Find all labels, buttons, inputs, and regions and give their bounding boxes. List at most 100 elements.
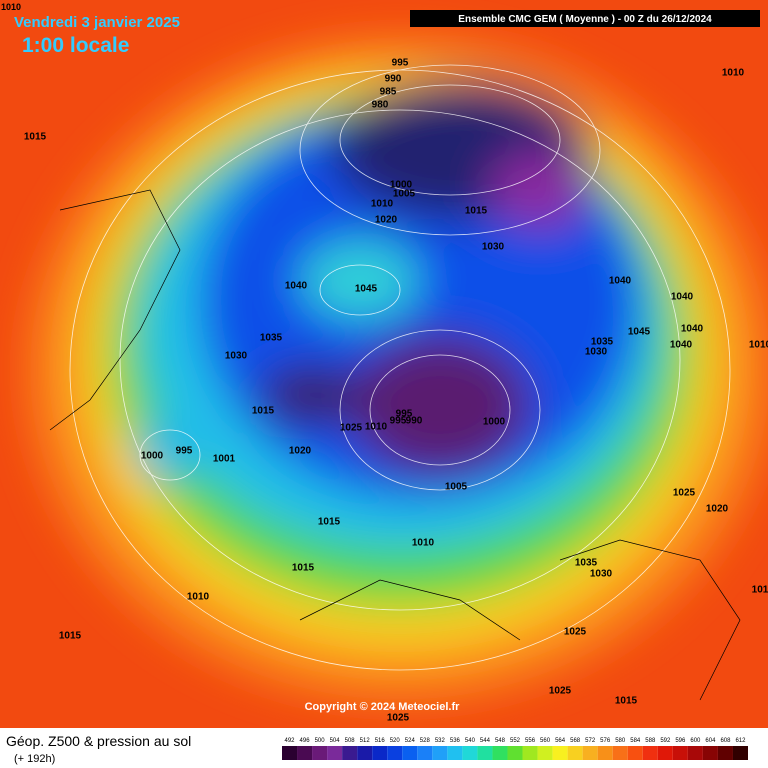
isobar-label: 1000 (141, 451, 164, 462)
isobar-label: 1000 (483, 417, 506, 428)
scale-label: 600 (690, 738, 701, 744)
scale-swatch (402, 746, 418, 760)
scale-swatch (672, 746, 688, 760)
isobar-label: 1005 (393, 189, 416, 200)
scale-swatch (687, 746, 703, 760)
scale-swatch (522, 746, 538, 760)
model-run: Ensemble CMC GEM ( Moyenne ) - 00 Z du 2… (458, 14, 712, 25)
isobar-label: 1005 (445, 482, 468, 493)
scale-label: 572 (585, 738, 596, 744)
scale-swatch (372, 746, 388, 760)
scale-swatch (312, 746, 328, 760)
isobar-label: 990 (385, 74, 402, 85)
isobar-label: 1025 (387, 713, 410, 724)
scale-swatch (627, 746, 643, 760)
scale-label: 500 (315, 738, 326, 744)
scale-label: 580 (615, 738, 626, 744)
scale-swatch (327, 746, 343, 760)
isobar-label: 1015 (24, 132, 47, 143)
isobar-label: 1020 (289, 446, 312, 457)
isobar-label: 1030 (590, 569, 613, 580)
footer-title: Géop. Z500 & pression au sol (6, 733, 191, 749)
isobar-label: 1035 (575, 558, 598, 569)
scale-label: 524 (405, 738, 416, 744)
scale-swatch (507, 746, 523, 760)
isobar-label: 1035 (260, 333, 283, 344)
scale-label: 576 (600, 738, 611, 744)
isobar-label: 1025 (340, 423, 363, 434)
scale-label: 596 (675, 738, 686, 744)
scale-label: 528 (420, 738, 431, 744)
scale-label: 532 (435, 738, 446, 744)
scale-label: 492 (285, 738, 296, 744)
isobar-label: 1040 (285, 281, 308, 292)
scale-swatch (387, 746, 403, 760)
isobar-label: 1030 (482, 242, 505, 253)
isobar-label: 1010 (187, 592, 210, 603)
scale-label: 604 (705, 738, 716, 744)
scale-label: 496 (300, 738, 311, 744)
isobar-label: 1030 (225, 351, 248, 362)
scale-swatch (477, 746, 493, 760)
scale-swatch (642, 746, 658, 760)
isobar-label: 1045 (355, 284, 378, 295)
scale-label: 560 (540, 738, 551, 744)
isobar-label: 1001 (213, 454, 236, 465)
scale-swatch (567, 746, 583, 760)
isobar-label: 980 (372, 100, 389, 111)
scale-label: 536 (450, 738, 461, 744)
isobar-label: 101 (752, 585, 768, 596)
scale-swatch (717, 746, 733, 760)
isobar-label: 990 (406, 416, 423, 427)
scale-swatch (582, 746, 598, 760)
isobar-label: 1030 (585, 347, 608, 358)
isobar-labels: 9959909859801010101510001005101010201015… (24, 58, 768, 724)
scale-label: 512 (360, 738, 371, 744)
scale-swatch (342, 746, 358, 760)
copyright: Copyright © 2024 Meteociel.fr (305, 701, 461, 713)
scale-swatch (612, 746, 628, 760)
isobar-label: 1020 (706, 504, 729, 515)
isobar-label: 1010 (722, 68, 745, 79)
isobar-label: 1040 (670, 340, 693, 351)
isobar-label: 1015 (615, 696, 638, 707)
isobar-label: 1040 (681, 324, 704, 335)
scale-swatch (537, 746, 553, 760)
isobar-label: 1015 (292, 563, 315, 574)
scale-label: 592 (660, 738, 671, 744)
isobar-label: 1025 (564, 627, 587, 638)
isobar-label: 1015 (465, 206, 488, 217)
isobar-label: 1040 (609, 276, 632, 287)
isobar-label: 1025 (549, 686, 572, 697)
scale-label: 540 (465, 738, 476, 744)
model-box (410, 10, 760, 27)
isobar-label: 1010 (412, 538, 435, 549)
isobar-label: 1010 (365, 422, 388, 433)
scale-swatch (597, 746, 613, 760)
scale-swatch (492, 746, 508, 760)
scale-swatch (657, 746, 673, 760)
scale-label: 552 (510, 738, 521, 744)
isobar-label: 985 (380, 87, 397, 98)
scale-swatch (447, 746, 463, 760)
scale-label: 516 (375, 738, 386, 744)
scale-label: 548 (495, 738, 506, 744)
isobar-label: 1025 (673, 488, 696, 499)
isobar-label: 1000 (390, 180, 413, 191)
scale-swatch (702, 746, 718, 760)
scale-swatch (282, 746, 298, 760)
scale-label: 508 (345, 738, 356, 744)
corner-label: 1010 (1, 2, 21, 12)
footer-subtitle: (+ 192h) (14, 753, 55, 765)
scale-label: 556 (525, 738, 536, 744)
scale-swatch (432, 746, 448, 760)
scale-label: 544 (480, 738, 491, 744)
scale-swatch (552, 746, 568, 760)
isobar-label: 995 (392, 58, 409, 69)
scale-label: 588 (645, 738, 656, 744)
scale-swatch (732, 746, 748, 760)
isobar-label: 1040 (671, 292, 694, 303)
isobar-label: 995 (176, 446, 193, 457)
scale-swatch (417, 746, 433, 760)
